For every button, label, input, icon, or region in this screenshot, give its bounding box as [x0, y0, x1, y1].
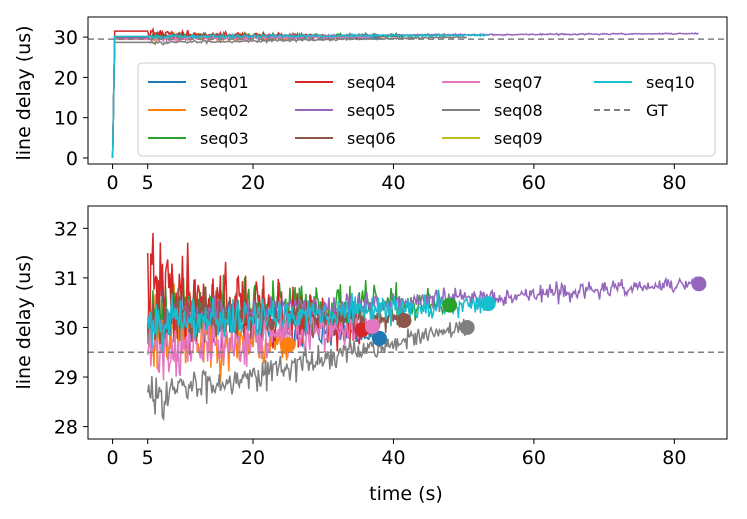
bottom-line-seq08	[146, 318, 468, 422]
x-tick-label: 20	[241, 172, 265, 194]
bottom-panel: 0 5 20 40 60 80 28 29 30 31 32 line delay (us) tim…	[13, 205, 728, 505]
bottom-x-axis-label: time (s)	[369, 483, 443, 505]
top-y-axis-label: line delay (us)	[13, 25, 35, 160]
bottom-endpoint-markers	[280, 276, 707, 353]
x-tick-label: 60	[522, 447, 546, 469]
y-tick-label: 30	[54, 27, 78, 49]
endpoint-marker-seq05	[691, 276, 707, 292]
endpoint-marker-seq01	[371, 330, 387, 346]
legend-label: seq10	[646, 73, 695, 92]
bottom-line-seq10	[146, 291, 489, 351]
endpoint-marker-seq10	[480, 296, 496, 312]
legend-label: GT	[646, 101, 668, 120]
legend-entry-seq01: seq01	[148, 73, 249, 92]
legend-entry-seq05: seq05	[295, 101, 396, 120]
legend-entry-seq10: seq10	[594, 73, 695, 92]
legend-entry-seq07: seq07	[442, 73, 543, 92]
legend-label: seq09	[494, 129, 543, 148]
legend-label: seq06	[347, 129, 396, 148]
legend-entry-seq08: seq08	[442, 101, 543, 120]
y-tick-label: 32	[54, 218, 78, 240]
x-tick-label: 0	[107, 172, 119, 194]
legend-label: seq05	[347, 101, 396, 120]
endpoint-marker-seq03	[442, 297, 458, 313]
y-tick-label: 10	[54, 108, 78, 130]
legend-entry-seq09: seq09	[442, 129, 543, 148]
top-line-seq07	[111, 34, 373, 159]
y-tick-label: 20	[54, 67, 78, 89]
x-tick-label: 60	[522, 172, 546, 194]
x-tick-label: 0	[107, 447, 119, 469]
y-tick-label: 31	[54, 268, 78, 290]
bottom-y-axis-label: line delay (us)	[13, 254, 35, 389]
x-tick-label: 80	[662, 447, 686, 469]
x-tick-label: 5	[142, 172, 154, 194]
top-axes-frame	[87, 16, 728, 165]
legend-entry-seq06: seq06	[295, 129, 396, 148]
legend: seq01 seq02 seq03 seq04 seq05 seq06 seq07 seq08…	[137, 62, 716, 157]
legend-label: seq02	[200, 101, 249, 120]
endpoint-marker-seq08	[459, 319, 475, 335]
legend-label: seq03	[200, 129, 249, 148]
legend-entry-seq03: seq03	[148, 129, 249, 148]
legend-entry-seq04: seq04	[295, 73, 396, 92]
legend-label: seq07	[494, 73, 543, 92]
bottom-series-layer	[146, 232, 700, 422]
y-tick-label: 28	[54, 417, 78, 439]
endpoint-marker-seq02	[280, 337, 296, 353]
y-tick-label: 30	[54, 317, 78, 339]
legend-label: seq04	[347, 73, 396, 92]
y-tick-label: 29	[54, 367, 78, 389]
y-tick-label: 0	[66, 148, 78, 170]
endpoint-marker-seq07	[364, 318, 380, 334]
legend-box	[137, 62, 716, 157]
legend-entry-seq02: seq02	[148, 101, 249, 120]
legend-entry-GT: GT	[594, 101, 668, 120]
x-tick-label: 40	[381, 172, 405, 194]
bottom-axes-frame	[87, 205, 728, 440]
bottom-ticks: 0 5 20 40 60 80 28 29 30 31 32	[54, 218, 687, 469]
top-ticks: 0 5 20 40 60 80 0 10 20 30	[54, 27, 687, 194]
legend-label: seq08	[494, 101, 543, 120]
legend-label: seq01	[200, 73, 249, 92]
x-tick-label: 5	[142, 447, 154, 469]
top-line-seq08	[111, 35, 468, 159]
x-tick-label: 40	[381, 447, 405, 469]
endpoint-marker-seq06	[396, 313, 412, 329]
bottom-line-seq07	[146, 313, 373, 381]
x-tick-label: 80	[662, 172, 686, 194]
top-line-seq10	[111, 32, 489, 159]
x-tick-label: 20	[241, 447, 265, 469]
